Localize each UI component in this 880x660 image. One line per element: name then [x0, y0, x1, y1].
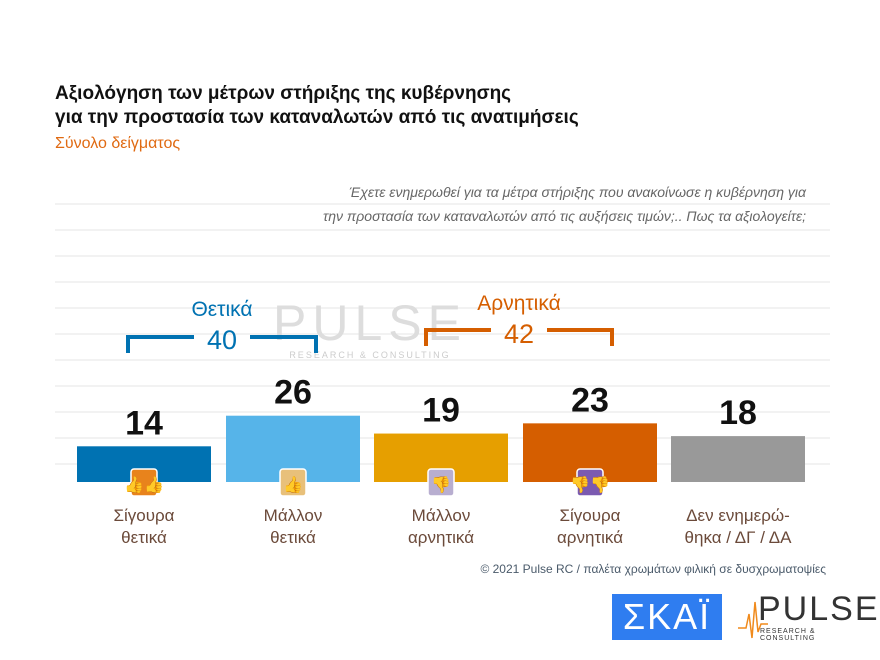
- pulse-watermark: PULSE: [273, 295, 467, 351]
- question-text: Έχετε ενημερωθεί για τα μέτρα στήριξης π…: [206, 180, 806, 228]
- pulse-logo-text: PULSE: [758, 590, 880, 628]
- question-line-2: την προστασία των καταναλωτών από τις αυ…: [323, 208, 806, 224]
- group-total: 40: [207, 325, 237, 355]
- category-label: Μάλλον: [264, 506, 323, 525]
- double-thumbs-down-icon: [576, 468, 604, 497]
- double-thumbs-up-icon: [130, 468, 158, 497]
- thumbs-down-icon-glyph: 👎: [431, 476, 451, 494]
- thumbs-up-icon: [279, 468, 307, 497]
- group-bracket: [424, 328, 614, 346]
- thumbs-down-icon: [427, 468, 455, 497]
- question-line-1: Έχετε ενημερωθεί για τα μέτρα στήριξης π…: [349, 184, 806, 200]
- double-thumbs-down-icon-glyph: 👎👎: [570, 476, 610, 494]
- pulse-logo: PULSE RESEARCH & CONSULTING: [738, 590, 878, 642]
- group-label: Αρνητικά: [477, 292, 560, 315]
- category-label: Μάλλον: [412, 506, 471, 525]
- bar: [671, 436, 805, 482]
- data-label: 23: [571, 381, 609, 419]
- category-label: Σίγουρα: [559, 506, 620, 525]
- category-label: Σίγουρα: [113, 506, 174, 525]
- footer-credit: © 2021 Pulse RC / παλέτα χρωμάτων φιλική…: [480, 562, 826, 576]
- group-total: 42: [504, 319, 534, 349]
- pulse-wave-icon: [738, 601, 768, 639]
- skai-logo: ΣΚΑΪ: [612, 594, 722, 640]
- data-label: 26: [274, 374, 312, 412]
- pulse-logo-tag: RESEARCH & CONSULTING: [760, 628, 816, 642]
- title-line-1: Αξιολόγηση των μέτρων στήριξης της κυβέρ…: [55, 83, 512, 104]
- title-line-2: για την προστασία των καταναλωτών από τι…: [55, 107, 579, 128]
- data-label: 18: [719, 394, 757, 432]
- subtitle: Σύνολο δείγματος: [55, 135, 181, 152]
- category-label: αρνητικά: [408, 528, 474, 547]
- double-thumbs-up-icon-glyph: 👍👍: [124, 475, 164, 494]
- group-bracket: [126, 335, 318, 353]
- category-label: Δεν ενημερώ-: [686, 506, 790, 525]
- data-label: 14: [125, 404, 163, 442]
- category-label: θετικά: [121, 528, 167, 547]
- category-label: θετικά: [270, 528, 316, 547]
- group-label: Θετικά: [191, 298, 252, 321]
- data-label: 19: [422, 392, 460, 430]
- category-label: θηκα / ΔΓ / ΔΑ: [685, 528, 793, 547]
- pulse-watermark-tag: RESEARCH & CONSULTING: [289, 350, 450, 360]
- category-label: αρνητικά: [557, 528, 623, 547]
- thumbs-up-icon-glyph: 👍: [283, 475, 303, 494]
